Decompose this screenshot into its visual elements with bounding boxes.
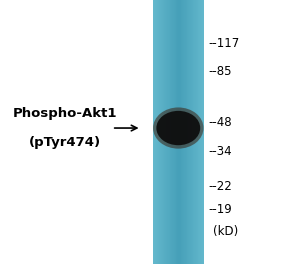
Text: --48: --48 [208,116,231,129]
Ellipse shape [156,111,200,145]
Ellipse shape [153,107,203,149]
Text: (pTyr474): (pTyr474) [29,136,101,149]
Text: --22: --22 [208,180,232,193]
Text: Phospho-Akt1: Phospho-Akt1 [13,107,117,120]
Text: --117: --117 [208,37,239,50]
Text: (kD): (kD) [213,224,238,238]
Text: --19: --19 [208,203,232,216]
Text: --85: --85 [208,65,231,78]
Text: --34: --34 [208,145,231,158]
